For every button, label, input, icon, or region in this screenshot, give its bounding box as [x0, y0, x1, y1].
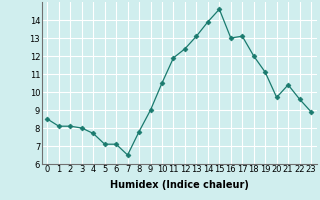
- X-axis label: Humidex (Indice chaleur): Humidex (Indice chaleur): [110, 180, 249, 190]
